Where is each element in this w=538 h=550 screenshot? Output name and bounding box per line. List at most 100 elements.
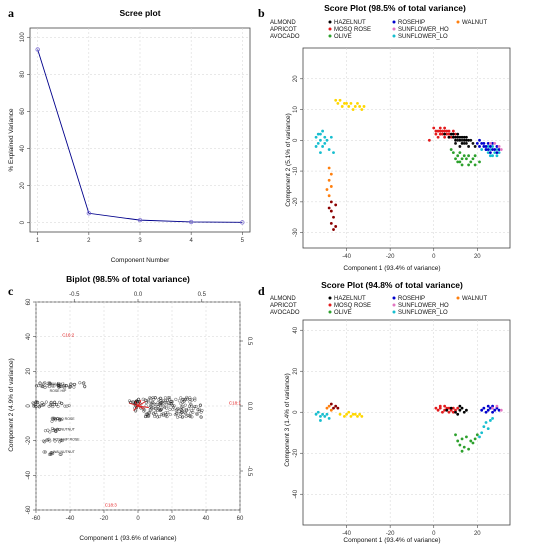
biplot-sample-point	[51, 384, 54, 388]
biplot-sample-point	[164, 413, 168, 417]
score-b-point	[467, 138, 470, 142]
biplot-sample-point	[166, 396, 170, 400]
biplot-sample-point	[149, 403, 153, 407]
score-b-point	[467, 163, 470, 167]
score-b-point	[329, 200, 333, 204]
score-b-legend-label: ROSEHIP	[398, 20, 425, 26]
biplot-sample-point	[154, 407, 158, 411]
biplot-sample-point	[53, 439, 57, 443]
score-d-point	[495, 404, 499, 408]
score-b-y-tick-label: -10	[293, 166, 299, 175]
biplot-sample-point	[195, 412, 199, 415]
score-b-point	[338, 98, 342, 102]
score-b-point	[443, 129, 447, 133]
biplot-sample-point	[52, 384, 56, 388]
biplot-sample-point	[131, 401, 135, 404]
biplot-sample-point	[188, 404, 192, 408]
score-b-y-tick-label: 20	[293, 75, 299, 82]
biplot-sample-point	[148, 408, 152, 412]
score-d-point	[334, 404, 338, 408]
score-d-point	[491, 404, 494, 408]
biplot-sample-point	[175, 408, 179, 411]
score-b-point	[495, 148, 499, 151]
biplot-right-tick-label: -0.5	[246, 466, 252, 477]
score-b-point	[497, 148, 501, 151]
biplot-sample-point	[147, 414, 151, 418]
score-b-point	[451, 132, 455, 136]
score-d-point	[329, 408, 333, 412]
score-b-point	[447, 132, 451, 136]
scree-point	[189, 219, 194, 225]
biplot-sample-point	[175, 412, 179, 416]
biplot-sample-point	[65, 384, 69, 388]
score-d-x-tick-label: -40	[342, 531, 351, 537]
score-b-point	[327, 148, 331, 151]
score-d-legend-label: SUNFLOWER_HO	[398, 303, 449, 309]
scree-y-tick-label: 80	[20, 70, 26, 77]
score-b-point	[443, 135, 447, 139]
biplot-sample-label: WALNUT	[50, 382, 66, 386]
biplot-sample-point	[69, 382, 73, 386]
biplot-sample-point	[58, 428, 61, 431]
score-b-point	[319, 138, 322, 142]
biplot-loading-arrow	[137, 399, 142, 407]
biplot-sample-point	[161, 413, 165, 417]
score-b-point	[460, 163, 464, 167]
biplot-top-tick-label: 0.5	[198, 292, 207, 298]
score-d-legend-label: ALMOND	[270, 296, 296, 302]
biplot-sample-point	[37, 405, 41, 409]
scree-point	[86, 211, 91, 216]
score-b-point	[327, 206, 331, 210]
score-b-point	[456, 132, 460, 136]
score-b-point	[332, 151, 335, 155]
biplot-y-tick-label: 40	[26, 333, 32, 340]
score-d-y-tick-label: 40	[293, 326, 299, 333]
score-b-point	[327, 178, 331, 182]
score-d-point	[491, 406, 494, 410]
biplot-sample-point	[38, 403, 42, 407]
biplot-sample-point	[170, 402, 174, 406]
score-d-point	[488, 406, 492, 410]
score-b-x-tick-label: 20	[474, 254, 481, 260]
score-d-point	[484, 421, 488, 424]
biplot-variable-label: C16:2	[62, 333, 75, 338]
score-b-point	[462, 141, 466, 145]
biplot-sample-point	[159, 413, 163, 417]
biplot-x-tick-label: -40	[66, 516, 75, 522]
biplot-sample-point	[55, 427, 59, 431]
score-b-point	[321, 129, 325, 133]
biplot-sample-point	[197, 407, 201, 411]
biplot-sample-point	[34, 400, 38, 404]
score-b-point	[353, 105, 357, 108]
biplot-sample-point	[151, 406, 155, 410]
biplot-panel: Biplot (98.5% of total variance) Compone…	[8, 274, 252, 542]
score-b-point	[325, 188, 329, 191]
score-b-point	[329, 209, 333, 213]
biplot-x-tick-label: 40	[203, 516, 210, 522]
score-b-point	[316, 132, 320, 136]
biplot-sample-point	[56, 381, 60, 385]
scree-x-tick-label: 1	[36, 238, 40, 244]
biplot-sample-point	[49, 403, 53, 407]
score-b-point	[436, 129, 440, 133]
score-d-point	[480, 431, 484, 435]
biplot-sample-point	[148, 396, 152, 400]
score-d-point	[475, 433, 479, 437]
score-d-point	[471, 441, 475, 445]
biplot-sample-point	[168, 413, 172, 416]
score-d-point	[454, 408, 457, 412]
biplot-sample-point	[159, 396, 163, 400]
biplot-sample-point	[50, 427, 54, 431]
score-b-point	[329, 172, 333, 176]
score-d-legend-label: APRICOT	[270, 303, 297, 309]
score-b-point	[362, 105, 366, 108]
biplot-sample-point	[168, 408, 172, 412]
biplot-y-tick-label: 20	[26, 367, 32, 374]
biplot-sample-point	[190, 415, 194, 419]
score-plot-b-y-axis-label: Component 2 (5.1% of variance)	[285, 113, 292, 207]
score-d-point	[314, 412, 318, 416]
biplot-sample-point	[48, 381, 52, 385]
biplot-sample-point	[43, 386, 47, 390]
score-d-point	[482, 425, 486, 428]
